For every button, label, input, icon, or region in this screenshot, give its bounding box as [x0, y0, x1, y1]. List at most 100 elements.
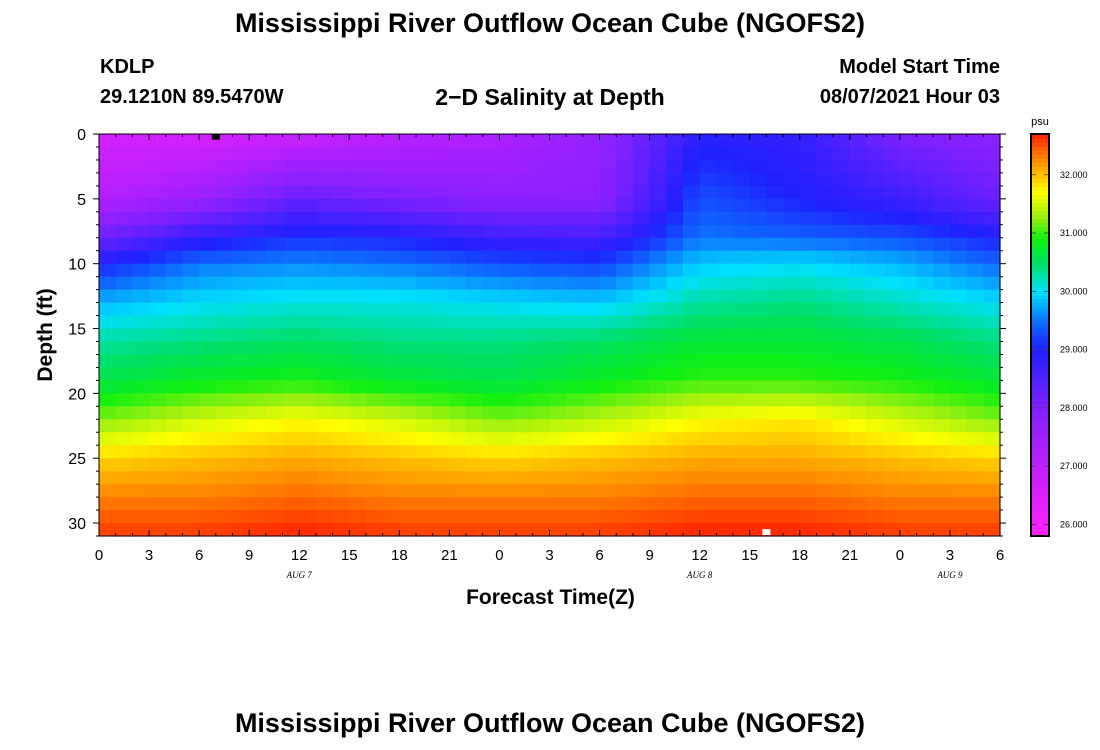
heatmap-cell	[799, 289, 818, 304]
heatmap-cell	[933, 211, 951, 226]
heatmap-cell	[849, 159, 868, 174]
x-tick-label: 6	[195, 547, 203, 564]
heatmap-cell	[99, 328, 117, 343]
heatmap-cell	[532, 406, 551, 420]
heatmap-cell	[165, 393, 184, 407]
heatmap-cell	[215, 510, 234, 524]
heatmap-cell	[966, 263, 984, 278]
heatmap-cell	[616, 134, 634, 148]
heatmap-cell	[416, 211, 434, 226]
heatmap-cell	[916, 471, 934, 485]
heatmap-cell	[299, 523, 317, 537]
date-label: AUG 7	[286, 570, 313, 580]
heatmap-cell	[349, 289, 367, 304]
heatmap-cell	[783, 250, 801, 265]
heatmap-cell	[99, 419, 117, 433]
heatmap-cell	[432, 445, 450, 459]
heatmap-cell	[933, 510, 951, 524]
heatmap-cell	[199, 159, 217, 174]
heatmap-cell	[182, 276, 200, 291]
heatmap-cell	[132, 146, 150, 161]
heatmap-cell	[532, 159, 551, 174]
heatmap-cell	[399, 159, 417, 174]
heatmap-cell	[883, 393, 901, 407]
heatmap-cell	[416, 289, 434, 304]
heatmap-cell	[699, 380, 717, 394]
heatmap-cell	[466, 497, 484, 511]
heatmap-cell	[165, 289, 184, 304]
heatmap-cell	[749, 328, 768, 343]
heatmap-cell	[966, 237, 984, 252]
heatmap-cell	[582, 146, 601, 161]
heatmap-cell	[916, 250, 934, 265]
heatmap-cell	[466, 432, 484, 446]
heatmap-cell	[449, 159, 467, 174]
heatmap-cell	[466, 393, 484, 407]
heatmap-cell	[933, 445, 951, 459]
heatmap-cell	[365, 432, 384, 446]
heatmap-cell	[632, 211, 651, 226]
heatmap-cell	[749, 497, 768, 511]
heatmap-cell	[699, 250, 717, 265]
heatmap-cell	[382, 263, 400, 278]
heatmap-cell	[165, 367, 184, 381]
heatmap-cell	[833, 211, 851, 226]
heatmap-cell	[983, 458, 1001, 472]
heatmap-cell	[983, 523, 1001, 537]
heatmap-cell	[666, 263, 684, 278]
heatmap-cell	[582, 341, 601, 356]
colorbar-segment	[1031, 154, 1049, 159]
heatmap-cell	[949, 497, 968, 511]
heatmap-cell	[165, 419, 184, 433]
heatmap-cell	[749, 484, 768, 498]
heatmap-cell	[332, 458, 350, 472]
heatmap-cell	[749, 471, 768, 485]
heatmap-cell	[182, 419, 200, 433]
heatmap-cell	[799, 367, 818, 381]
heatmap-cell	[265, 134, 284, 148]
heatmap-cell	[149, 471, 167, 485]
heatmap-cell	[883, 497, 901, 511]
heatmap-cell	[682, 523, 701, 537]
heatmap-cell	[766, 328, 784, 343]
heatmap-cell	[966, 198, 984, 213]
heatmap-cell	[849, 211, 868, 226]
heatmap-cell	[883, 289, 901, 304]
heatmap-cell	[866, 445, 884, 459]
heatmap-cell	[215, 211, 234, 226]
heatmap-cell	[382, 393, 400, 407]
station-id: KDLP	[100, 56, 155, 78]
heatmap-cell	[682, 341, 701, 356]
heatmap-cell	[849, 224, 868, 239]
heatmap-cell	[799, 185, 818, 200]
heatmap-cell	[599, 315, 617, 330]
heatmap-cell	[399, 367, 417, 381]
heatmap-cell	[799, 471, 818, 485]
heatmap-cell	[516, 341, 534, 356]
heatmap-cell	[666, 393, 684, 407]
heatmap-cell	[983, 367, 1001, 381]
x-tick-label: 9	[245, 547, 253, 564]
colorbar-segment	[1031, 335, 1049, 340]
heatmap-cell	[783, 211, 801, 226]
heatmap-cell	[933, 250, 951, 265]
heatmap-cell	[883, 406, 901, 420]
heatmap-cell	[616, 471, 634, 485]
heatmap-cell	[949, 211, 968, 226]
heatmap-cell	[866, 523, 884, 537]
heatmap-cell	[282, 354, 300, 369]
heatmap-cell	[499, 159, 517, 174]
heatmap-cell	[949, 237, 968, 252]
heatmap-cell	[716, 185, 734, 200]
heatmap-cell	[599, 224, 617, 239]
heatmap-cell	[332, 354, 350, 369]
heatmap-cell	[199, 146, 217, 161]
heatmap-cell	[966, 289, 984, 304]
heatmap-cell	[282, 406, 300, 420]
colorbar-segment	[1031, 387, 1049, 392]
heatmap-cell	[132, 134, 150, 148]
heatmap-cell	[866, 146, 884, 161]
heatmap-cell	[115, 276, 133, 291]
heatmap-cell	[215, 250, 234, 265]
heatmap-cell	[482, 328, 501, 343]
